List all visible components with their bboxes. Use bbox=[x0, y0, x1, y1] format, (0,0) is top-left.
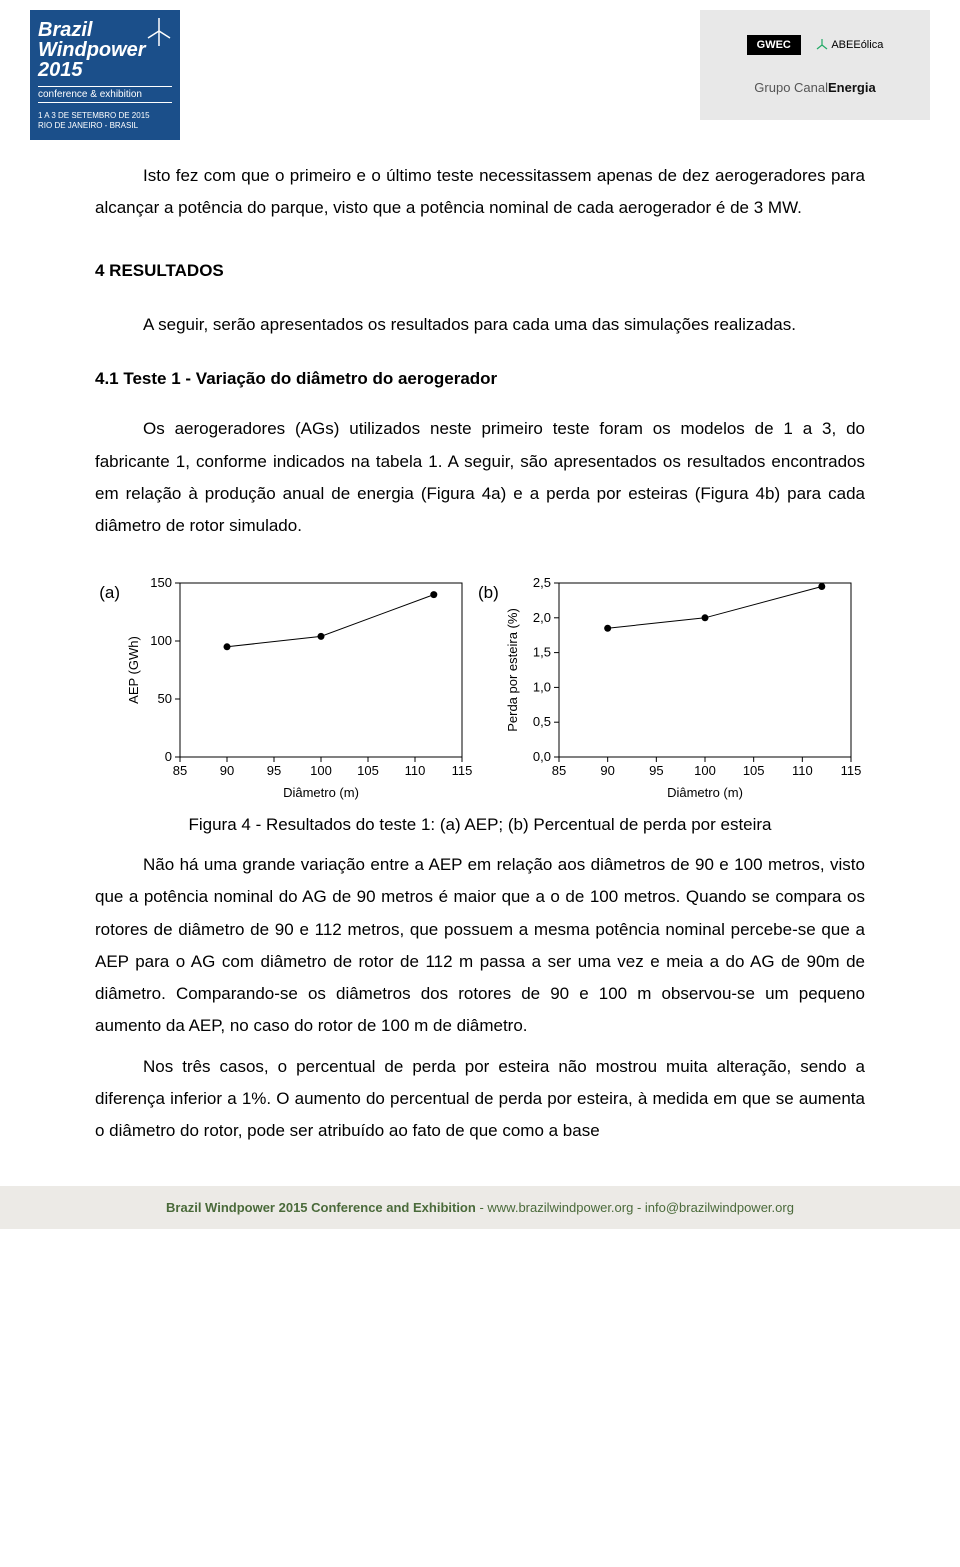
svg-text:0,5: 0,5 bbox=[533, 714, 551, 729]
svg-text:95: 95 bbox=[649, 763, 663, 778]
logo-year: 2015 bbox=[38, 60, 172, 80]
para-discussion-2: Nos três casos, o percentual de perda po… bbox=[95, 1051, 865, 1148]
footer-rest: - www.brazilwindpower.org - info@brazilw… bbox=[476, 1200, 794, 1215]
sponsor-abe-label: ABEEólica bbox=[831, 39, 883, 51]
svg-text:115: 115 bbox=[452, 763, 472, 778]
svg-text:Diâmetro (m): Diâmetro (m) bbox=[667, 785, 743, 800]
svg-text:85: 85 bbox=[173, 763, 187, 778]
svg-text:Perda por esteira (%): Perda por esteira (%) bbox=[505, 608, 520, 732]
svg-text:2,5: 2,5 bbox=[533, 575, 551, 590]
figure4-caption: Figura 4 - Resultados do teste 1: (a) AE… bbox=[95, 809, 865, 841]
para-resultados-intro: A seguir, serão apresentados os resultad… bbox=[95, 309, 865, 341]
heading-resultados: 4 RESULTADOS bbox=[95, 255, 865, 287]
svg-text:105: 105 bbox=[357, 763, 379, 778]
turbine-icon bbox=[144, 16, 174, 46]
svg-text:105: 105 bbox=[743, 763, 765, 778]
page-footer: Brazil Windpower 2015 Conference and Exh… bbox=[0, 1186, 960, 1229]
svg-text:AEP (GWh): AEP (GWh) bbox=[126, 636, 141, 704]
sponsor-row-top: GWEC ABEEólica bbox=[747, 35, 884, 55]
figure4a-cell: (a) 85 90 95 100 105 110 115 0 50 100 150 Diâmetro … bbox=[99, 573, 472, 803]
para-teste1: Os aerogeradores (AGs) utilizados neste … bbox=[95, 413, 865, 542]
svg-text:110: 110 bbox=[792, 763, 813, 778]
svg-text:115: 115 bbox=[840, 763, 860, 778]
sponsor-canal: Grupo CanalEnergia bbox=[754, 80, 875, 95]
figure4b-chart: 85 90 95 100 105 110 115 0,0 0,5 1,0 1,5 2,0 2,5 Diâm… bbox=[501, 573, 861, 803]
figure4b-label: (b) bbox=[478, 577, 499, 609]
heading-teste1: 4.1 Teste 1 - Variação do diâmetro do ae… bbox=[95, 363, 865, 395]
svg-text:90: 90 bbox=[600, 763, 614, 778]
svg-text:110: 110 bbox=[405, 763, 426, 778]
svg-text:1,0: 1,0 bbox=[533, 679, 551, 694]
svg-text:50: 50 bbox=[158, 691, 172, 706]
page-header: Brazil Windpower 2015 conference & exhib… bbox=[0, 0, 960, 150]
footer-bold: Brazil Windpower 2015 Conference and Exh… bbox=[166, 1200, 476, 1215]
svg-text:100: 100 bbox=[694, 763, 716, 778]
figure4b-cell: (b) 85 90 95 100 105 110 115 0,0 0,5 1,0 1,5 2,0 2,5… bbox=[478, 573, 861, 803]
document-body: Isto fez com que o primeiro e o último t… bbox=[0, 150, 960, 1186]
para-intro: Isto fez com que o primeiro e o último t… bbox=[95, 160, 865, 225]
figure4a-chart: 85 90 95 100 105 110 115 0 50 100 150 Diâmetro (m) A… bbox=[122, 573, 472, 803]
svg-text:0: 0 bbox=[165, 749, 172, 764]
para-discussion-1: Não há uma grande variação entre a AEP e… bbox=[95, 849, 865, 1043]
logo-sub: conference & exhibition bbox=[38, 86, 172, 103]
svg-text:0,0: 0,0 bbox=[533, 749, 551, 764]
event-logo: Brazil Windpower 2015 conference & exhib… bbox=[30, 10, 180, 140]
figure4a-label: (a) bbox=[99, 577, 120, 609]
svg-text:150: 150 bbox=[150, 575, 172, 590]
turbine-small-icon bbox=[815, 38, 829, 52]
svg-text:85: 85 bbox=[552, 763, 566, 778]
svg-text:Diâmetro (m): Diâmetro (m) bbox=[283, 785, 359, 800]
svg-text:95: 95 bbox=[267, 763, 281, 778]
sponsor-abe: ABEEólica bbox=[815, 38, 883, 52]
svg-text:2,0: 2,0 bbox=[533, 609, 551, 624]
svg-text:1,5: 1,5 bbox=[533, 644, 551, 659]
sponsor-panel: GWEC ABEEólica Grupo CanalEnergia bbox=[700, 10, 930, 120]
svg-text:100: 100 bbox=[310, 763, 332, 778]
svg-text:100: 100 bbox=[150, 633, 172, 648]
sponsor-gwec: GWEC bbox=[747, 35, 801, 55]
figure4-row: (a) 85 90 95 100 105 110 115 0 50 100 150 Diâmetro … bbox=[95, 573, 865, 803]
sponsor-canal-bold: Energia bbox=[828, 80, 876, 95]
sponsor-canal-prefix: Grupo Canal bbox=[754, 80, 828, 95]
svg-text:90: 90 bbox=[220, 763, 234, 778]
logo-dates: 1 A 3 DE SETEMBRO DE 2015 RIO DE JANEIRO… bbox=[38, 111, 172, 132]
